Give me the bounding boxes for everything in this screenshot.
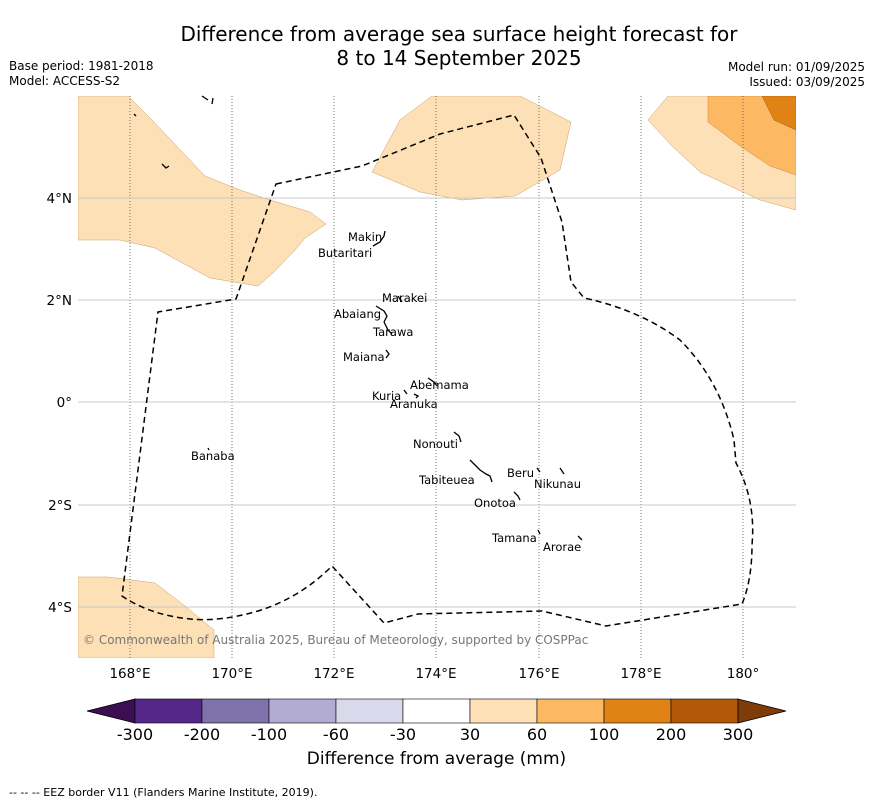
colorbar-tick-label: -60 bbox=[323, 725, 349, 744]
colorbar-bin bbox=[134, 698, 203, 724]
lon-tick-labels: 168°E 170°E 172°E 174°E 176°E 178°E 180° bbox=[109, 666, 759, 682]
map-title: Difference from average sea surface heig… bbox=[0, 22, 873, 70]
lat-tick-labels: 4°N 2°N 0° 2°S 4°S bbox=[47, 191, 72, 616]
island-label: Arorae bbox=[543, 540, 581, 554]
island-label: Tabiteuea bbox=[418, 473, 475, 487]
island-label: Onotoa bbox=[474, 496, 516, 510]
colorbar-extend-high bbox=[737, 698, 787, 724]
meta-left: Base period: 1981-2018 Model: ACCESS-S2 bbox=[9, 59, 154, 89]
issued-date: Issued: 03/09/2025 bbox=[749, 75, 865, 89]
lon-tick-label: 180° bbox=[727, 666, 760, 682]
island-label: Tarawa bbox=[372, 325, 413, 339]
island-label: Butaritari bbox=[318, 246, 372, 260]
lon-tick-label: 170°E bbox=[211, 666, 252, 682]
title-line-2: 8 to 14 September 2025 bbox=[336, 46, 582, 70]
eez-footnote: -- -- -- EEZ border V11 (Flanders Marine… bbox=[9, 786, 318, 799]
colorbar-bin bbox=[268, 698, 337, 724]
colorbar-bin bbox=[402, 698, 471, 724]
island-label: Nonouti bbox=[413, 437, 458, 451]
lon-tick-label: 178°E bbox=[620, 666, 661, 682]
island-label: Marakei bbox=[382, 291, 427, 305]
colorbar-label: Difference from average (mm) bbox=[306, 749, 567, 769]
colorbar-tick-label: 200 bbox=[656, 725, 687, 744]
colorbar-bin bbox=[536, 698, 605, 724]
island-outlines bbox=[133, 95, 583, 541]
lon-gridlines bbox=[129, 96, 744, 658]
island-label: Abemama bbox=[410, 378, 469, 392]
colorbar-bin bbox=[603, 698, 672, 724]
contour-fill-30-60 bbox=[371, 96, 572, 201]
lon-tick-label: 168°E bbox=[109, 666, 150, 682]
island-label: Beru bbox=[507, 466, 534, 480]
island-label: Banaba bbox=[191, 449, 235, 463]
island-label: Tamana bbox=[491, 531, 537, 545]
colorbar-tick-label: 30 bbox=[460, 725, 480, 744]
eez-border bbox=[121, 114, 754, 627]
colorbar-tick-label: -100 bbox=[251, 725, 287, 744]
colorbar-tick-label: 300 bbox=[723, 725, 754, 744]
lat-gridlines bbox=[78, 197, 796, 608]
colorbar-tick-label: 60 bbox=[527, 725, 547, 744]
model-run: Model run: 01/09/2025 bbox=[727, 60, 865, 74]
title-line-1: Difference from average sea surface heig… bbox=[180, 22, 738, 46]
colorbar-tick-label: 100 bbox=[589, 725, 620, 744]
lat-tick-label: 2°N bbox=[47, 293, 72, 309]
contour-fill-30-60 bbox=[78, 96, 327, 287]
colorbar-tick-label: -200 bbox=[184, 725, 220, 744]
colorbar-tick-label: -30 bbox=[390, 725, 416, 744]
contour-fill-100-200 bbox=[761, 96, 796, 131]
base-period: Base period: 1981-2018 bbox=[9, 59, 154, 73]
lat-tick-label: 2°S bbox=[48, 498, 72, 514]
island-label: Abaiang bbox=[334, 307, 381, 321]
contour-layer bbox=[78, 96, 796, 658]
model-name: Model: ACCESS-S2 bbox=[9, 74, 121, 88]
island-label: Maiana bbox=[343, 350, 385, 364]
colorbar-bin bbox=[335, 698, 404, 724]
lon-tick-label: 174°E bbox=[415, 666, 456, 682]
lon-tick-label: 176°E bbox=[518, 666, 559, 682]
colorbar-tick-label: -300 bbox=[117, 725, 153, 744]
island-label: Kuria bbox=[372, 389, 401, 403]
lat-tick-label: 4°S bbox=[48, 600, 72, 616]
colorbar-bin bbox=[201, 698, 270, 724]
contour-fill-30-60 bbox=[78, 576, 215, 658]
lon-tick-label: 172°E bbox=[313, 666, 354, 682]
island-labels: Makin Butaritari Marakei Abaiang Tarawa … bbox=[191, 230, 581, 554]
lat-tick-label: 4°N bbox=[47, 191, 72, 207]
colorbar-extend-low bbox=[86, 698, 136, 724]
island-label: Makin bbox=[348, 230, 382, 244]
meta-right: Model run: 01/09/2025 Issued: 03/09/2025 bbox=[728, 60, 865, 90]
island-label: Aranuka bbox=[390, 397, 438, 411]
colorbar-bin bbox=[670, 698, 739, 724]
island-label: Nikunau bbox=[534, 477, 581, 491]
colorbar-bin bbox=[469, 698, 538, 724]
copyright-text: © Commonwealth of Australia 2025, Bureau… bbox=[83, 633, 588, 647]
colorbar: -300 -200 -100 -60 -30 30 60 100 200 300 bbox=[86, 698, 787, 744]
lat-tick-label: 0° bbox=[57, 395, 72, 411]
